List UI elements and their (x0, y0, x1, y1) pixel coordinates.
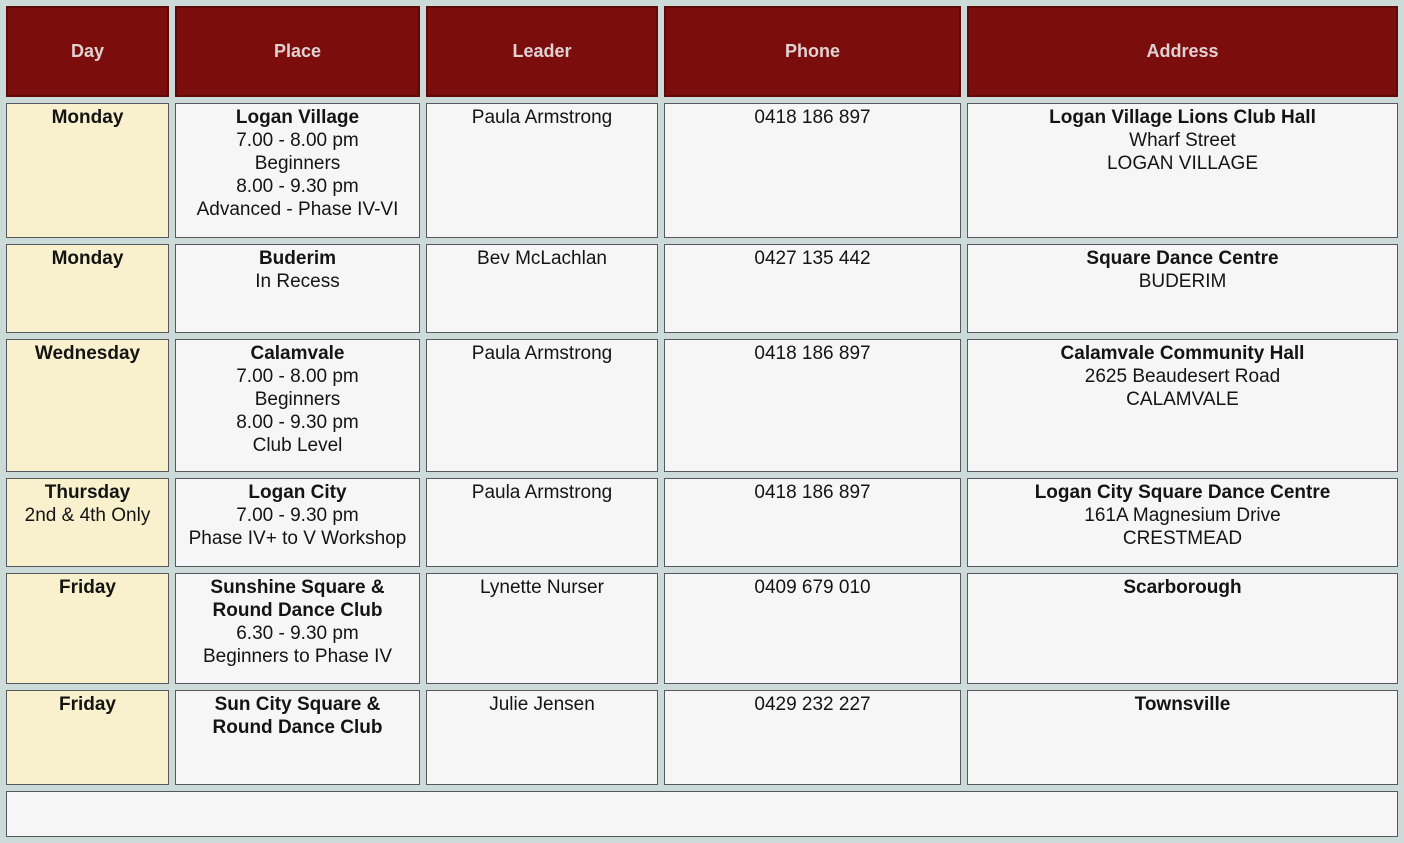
day-name: Wednesday (34, 343, 141, 364)
place-name: Logan Village (235, 107, 360, 128)
address-name: Scarborough (1123, 577, 1242, 598)
phone-cell: 0427 135 442 (664, 244, 961, 333)
phone-number: 0427 135 442 (754, 248, 871, 269)
leader-cell: Paula Armstrong (426, 339, 658, 472)
partial-bottom-cell (6, 791, 1398, 837)
address-detail: LOGAN VILLAGE (1106, 153, 1258, 174)
day-name: Thursday (44, 482, 131, 503)
day-cell: Monday (6, 103, 169, 238)
place-detail: 8.00 - 9.30 pm (236, 176, 359, 197)
place-cell: Calamvale 7.00 - 8.00 pm Beginners 8.00 - 9… (175, 339, 420, 472)
day-name: Friday (58, 577, 117, 598)
place-detail: Phase IV+ to V Workshop (188, 528, 407, 549)
address-cell: Scarborough (967, 573, 1398, 684)
leader-name: Paula Armstrong (471, 107, 613, 128)
day-cell: Monday (6, 244, 169, 333)
table-row: Monday Logan Village 7.00 - 8.00 pm Beginne… (6, 103, 1398, 238)
day-cell: Friday (6, 690, 169, 785)
place-name: Logan City (248, 482, 347, 503)
phone-number: 0409 679 010 (754, 577, 871, 598)
phone-cell: 0418 186 897 (664, 478, 961, 567)
place-detail: Beginners to Phase IV (202, 646, 393, 667)
leader-name: Julie Jensen (489, 694, 595, 715)
column-header-day: Day (6, 6, 169, 97)
address-cell: Townsville (967, 690, 1398, 785)
day-name: Monday (51, 248, 124, 269)
column-header-phone: Phone (664, 6, 961, 97)
place-detail: Beginners (254, 389, 341, 410)
column-header-leader: Leader (426, 6, 658, 97)
place-detail: 7.00 - 8.00 pm (236, 366, 359, 387)
phone-cell: 0418 186 897 (664, 103, 961, 238)
place-cell: Sun City Square & Round Dance Club (175, 690, 420, 785)
address-name: Calamvale Community Hall (1060, 343, 1305, 364)
phone-number: 0418 186 897 (754, 107, 871, 128)
leader-cell: Bev McLachlan (426, 244, 658, 333)
place-cell: Buderim In Recess (175, 244, 420, 333)
place-detail: In Recess (255, 271, 340, 292)
place-detail: 7.00 - 9.30 pm (236, 505, 359, 526)
address-name: Square Dance Centre (1086, 248, 1279, 269)
place-detail: Club Level (252, 435, 343, 456)
leader-cell: Lynette Nurser (426, 573, 658, 684)
table-row: Friday Sunshine Square & Round Dance Club… (6, 573, 1398, 684)
address-detail: CALAMVALE (1126, 389, 1239, 410)
phone-number: 0429 232 227 (754, 694, 871, 715)
place-detail: Advanced - Phase IV-VI (196, 199, 399, 220)
header-row: Day Place Leader Phone Address (6, 6, 1398, 97)
leader-cell: Julie Jensen (426, 690, 658, 785)
address-name: Logan City Square Dance Centre (1034, 482, 1331, 503)
leader-name: Lynette Nurser (480, 577, 604, 598)
leader-cell: Paula Armstrong (426, 103, 658, 238)
place-cell: Logan City 7.00 - 9.30 pm Phase IV+ to V W… (175, 478, 420, 567)
place-detail: 8.00 - 9.30 pm (236, 412, 359, 433)
phone-number: 0418 186 897 (754, 343, 871, 364)
place-name: Sun City Square & Round Dance Club (212, 694, 383, 738)
address-name: Townsville (1134, 694, 1231, 715)
table-row: Thursday 2nd & 4th Only Logan City 7.00 - 9… (6, 478, 1398, 567)
day-cell: Friday (6, 573, 169, 684)
table-row: Friday Sun City Square & Round Dance Club… (6, 690, 1398, 785)
place-detail: Beginners (254, 153, 341, 174)
address-detail: BUDERIM (1138, 271, 1227, 292)
phone-cell: 0429 232 227 (664, 690, 961, 785)
leader-name: Paula Armstrong (471, 482, 613, 503)
address-detail: 161A Magnesium Drive (1084, 505, 1281, 526)
place-cell: Logan Village 7.00 - 8.00 pm Beginners 8.00… (175, 103, 420, 238)
day-cell: Wednesday (6, 339, 169, 472)
leader-cell: Paula Armstrong (426, 478, 658, 567)
address-cell: Logan Village Lions Club Hall Wharf Stree… (967, 103, 1398, 238)
place-name: Calamvale (250, 343, 345, 364)
place-name: Buderim (258, 248, 337, 269)
day-name: Monday (51, 107, 124, 128)
leader-name: Bev McLachlan (477, 248, 607, 269)
partial-bottom-row (6, 791, 1398, 837)
place-cell: Sunshine Square & Round Dance Club 6.30 -… (175, 573, 420, 684)
address-detail: CRESTMEAD (1122, 528, 1243, 549)
address-cell: Square Dance Centre BUDERIM (967, 244, 1398, 333)
column-header-address: Address (967, 6, 1398, 97)
phone-cell: 0418 186 897 (664, 339, 961, 472)
table-row: Monday Buderim In Recess Bev McLachlan 0427 … (6, 244, 1398, 333)
column-header-place: Place (175, 6, 420, 97)
address-cell: Calamvale Community Hall 2625 Beaudesert … (967, 339, 1398, 472)
day-note: 2nd & 4th Only (24, 505, 151, 526)
day-name: Friday (58, 694, 117, 715)
address-cell: Logan City Square Dance Centre 161A Magne… (967, 478, 1398, 567)
phone-cell: 0409 679 010 (664, 573, 961, 684)
place-detail: 7.00 - 8.00 pm (236, 130, 359, 151)
address-detail: 2625 Beaudesert Road (1084, 366, 1281, 387)
address-detail: Wharf Street (1129, 130, 1236, 151)
place-name: Sunshine Square & Round Dance Club (210, 577, 385, 621)
address-name: Logan Village Lions Club Hall (1049, 107, 1316, 128)
phone-number: 0418 186 897 (754, 482, 871, 503)
place-detail: 6.30 - 9.30 pm (236, 623, 359, 644)
day-cell: Thursday 2nd & 4th Only (6, 478, 169, 567)
table-row: Wednesday Calamvale 7.00 - 8.00 pm Beginner… (6, 339, 1398, 472)
leader-name: Paula Armstrong (471, 343, 613, 364)
